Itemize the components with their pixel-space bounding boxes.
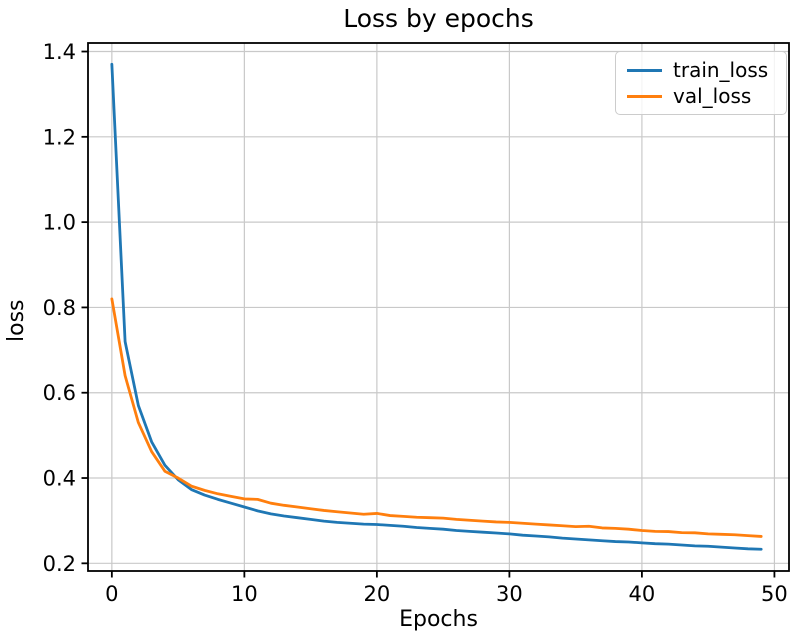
- y-tick-label: 1.4: [43, 40, 76, 64]
- legend-item-train-loss: train_loss: [627, 57, 786, 83]
- x-tick-label: 20: [364, 582, 391, 606]
- x-axis-label: Epochs: [399, 607, 478, 632]
- x-tick-label: 30: [496, 582, 523, 606]
- series-line-train-loss: [110, 62, 763, 551]
- chart-title: Loss by epochs: [343, 4, 534, 33]
- series-line-val-loss: [110, 297, 763, 538]
- x-tick-label: 40: [629, 582, 656, 606]
- legend-label-train-loss: train_loss: [673, 58, 769, 82]
- legend-label-val-loss: val_loss: [673, 84, 752, 108]
- val-loss-line-sample-icon: [627, 94, 662, 98]
- x-tick-label: 0: [105, 582, 118, 606]
- y-tick-label: 1.0: [43, 211, 76, 235]
- x-tick-label: 50: [761, 582, 788, 606]
- y-axis-label: loss: [4, 299, 29, 343]
- y-tick-label: 0.6: [43, 381, 76, 405]
- x-tick-label: 10: [231, 582, 258, 606]
- y-tick-label: 0.2: [43, 552, 76, 576]
- train-loss-line-sample-icon: [627, 68, 662, 72]
- legend: train_loss val_loss: [615, 51, 787, 115]
- y-tick-label: 0.8: [43, 296, 76, 320]
- y-tick-label: 1.2: [43, 125, 76, 149]
- legend-item-val-loss: val_loss: [627, 83, 786, 109]
- y-tick-label: 0.4: [43, 467, 76, 491]
